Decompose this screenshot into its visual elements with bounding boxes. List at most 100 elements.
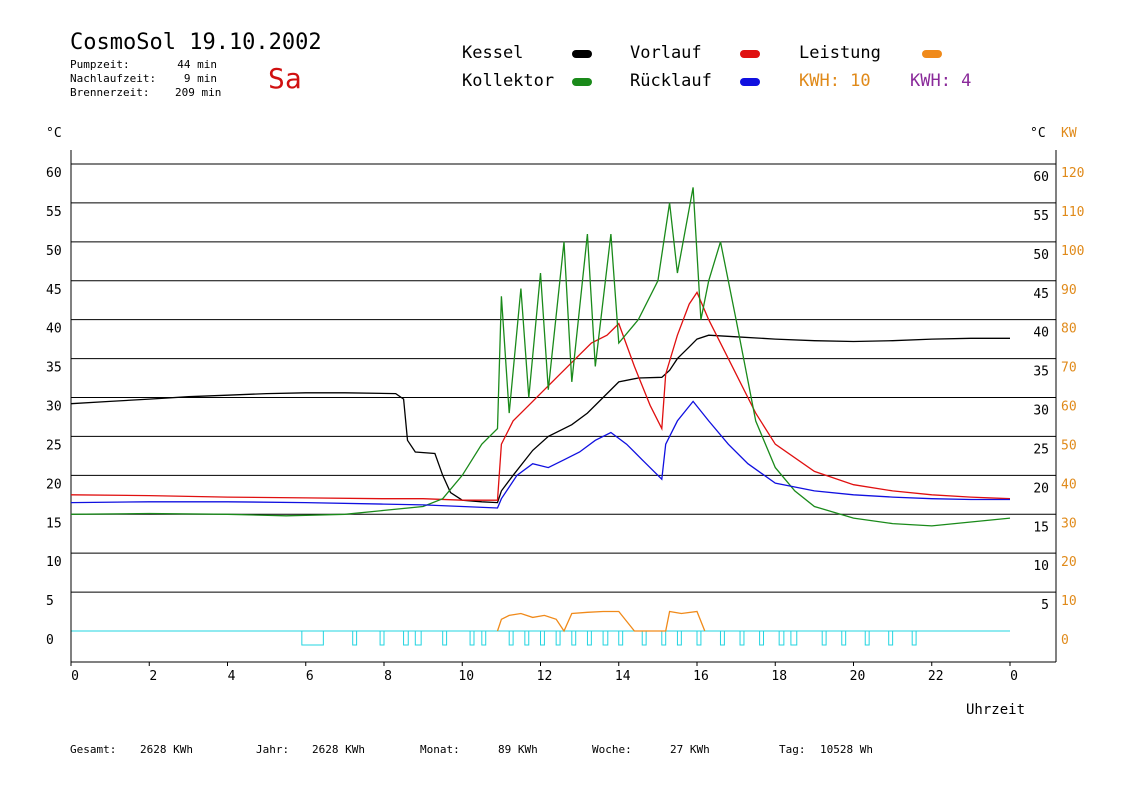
- left-tick-label: 20: [46, 477, 62, 492]
- right-temp-tick-label: 50: [1033, 248, 1049, 263]
- series-line-vorlauf: [70, 291, 1011, 501]
- pump-marker: [911, 630, 917, 646]
- left-tick-label: 10: [46, 555, 62, 570]
- page-title: CosmoSol 19.10.2002: [70, 30, 322, 55]
- x-tick-label: 10: [458, 669, 474, 684]
- legend-kwh-purple: KWH: 4: [910, 71, 972, 91]
- chart-series: [70, 187, 1011, 633]
- pump-marker: [481, 630, 487, 646]
- right-temp-tick-label: 10: [1033, 559, 1049, 574]
- right-power-tick-label: 10: [1061, 594, 1077, 609]
- right-temp-tick-label: 60: [1033, 170, 1049, 185]
- left-tick-label: 25: [46, 438, 62, 453]
- pumpzeit-label: Pumpzeit:: [70, 58, 130, 71]
- pump-marker: [759, 630, 765, 646]
- footer-tag-value: 10528 Wh: [820, 743, 873, 756]
- right-temp-tick-label: 20: [1033, 481, 1049, 496]
- pump-marker: [696, 630, 702, 646]
- nachlaufzeit-value: 9 min: [183, 72, 217, 85]
- right-temp-tick-label: 40: [1033, 326, 1049, 341]
- brennerzeit-label: Brennerzeit:: [70, 86, 150, 99]
- pump-marker: [508, 630, 514, 646]
- x-tick-label: 2: [149, 669, 157, 684]
- legend-leistung-swatch: [922, 50, 942, 58]
- pump-marker: [888, 630, 894, 646]
- x-axis-label: Uhrzeit: [966, 702, 1025, 718]
- x-tick-label: 20: [850, 669, 866, 684]
- pump-marker: [641, 630, 647, 646]
- footer-monat-label: Monat:: [420, 743, 460, 756]
- pump-marker: [719, 630, 725, 646]
- series-line-leistung: [496, 610, 706, 633]
- footer-gesamt-value: 2628 KWh: [140, 743, 193, 756]
- left-tick-label: 30: [46, 400, 62, 415]
- series-line-rücklauf: [70, 400, 1010, 509]
- chart-ticks: 0510152025303540455055605101520253035404…: [46, 166, 1084, 684]
- chart-axes: [70, 150, 1057, 666]
- pump-marker: [821, 630, 827, 646]
- nachlaufzeit-label: Nachlaufzeit:: [70, 72, 157, 85]
- footer-tag-label: Tag:: [779, 743, 806, 756]
- x-tick-label: 18: [771, 669, 787, 684]
- right-temp-unit-label: °C: [1030, 126, 1046, 141]
- pump-marker: [379, 630, 385, 646]
- footer-woche-value: 27 KWh: [670, 743, 710, 756]
- pump-marker: [524, 630, 530, 646]
- pump-marker: [442, 630, 448, 646]
- x-tick-label: 12: [537, 669, 553, 684]
- x-tick-label: 6: [306, 669, 314, 684]
- pump-marker: [739, 630, 745, 646]
- right-power-tick-label: 100: [1061, 244, 1084, 259]
- footer-gesamt-label: Gesamt:: [70, 743, 117, 756]
- right-power-tick-label: 90: [1061, 283, 1077, 298]
- pump-markers: [301, 630, 917, 646]
- right-temp-tick-label: 35: [1033, 365, 1049, 380]
- legend-kessel-swatch: [572, 50, 592, 58]
- pump-marker: [602, 630, 609, 646]
- pump-marker: [661, 630, 667, 646]
- pump-marker: [790, 630, 798, 646]
- legend-kwh-orange: KWH: 10: [799, 71, 871, 91]
- right-power-tick-label: 120: [1061, 166, 1084, 181]
- left-tick-label: 50: [46, 244, 62, 259]
- pump-marker: [352, 630, 358, 646]
- right-temp-tick-label: 25: [1033, 442, 1049, 457]
- left-tick-label: 5: [46, 594, 54, 609]
- legend-vorlauf-label: Vorlauf: [630, 43, 702, 63]
- x-tick-label: 22: [928, 669, 944, 684]
- legend-kollektor-label: Kollektor: [462, 71, 555, 91]
- pump-marker: [841, 630, 847, 646]
- right-power-unit-label: KW: [1061, 126, 1077, 141]
- right-power-tick-label: 80: [1061, 322, 1077, 337]
- pump-marker: [571, 630, 577, 646]
- x-tick-label: 0: [71, 669, 79, 684]
- right-power-tick-label: 70: [1061, 361, 1077, 376]
- x-tick-label: 14: [615, 669, 631, 684]
- right-power-tick-label: 60: [1061, 400, 1077, 415]
- left-tick-label: 35: [46, 361, 62, 376]
- legend-kollektor-swatch: [572, 78, 592, 86]
- footer-jahr-label: Jahr:: [256, 743, 290, 756]
- right-power-tick-label: 50: [1061, 438, 1077, 453]
- pump-marker: [414, 630, 422, 646]
- right-temp-tick-label: 15: [1033, 520, 1049, 535]
- left-tick-label: 0: [46, 633, 54, 648]
- pump-marker: [586, 630, 592, 646]
- pump-marker: [676, 630, 682, 646]
- left-tick-label: 60: [46, 166, 62, 181]
- right-temp-tick-label: 30: [1033, 404, 1049, 419]
- right-power-tick-label: 0: [1061, 633, 1069, 648]
- legend-ruecklauf-swatch: [740, 78, 760, 86]
- weekday-label: Sa: [268, 62, 302, 95]
- pump-marker: [403, 630, 409, 646]
- pumpzeit-value: 44 min: [177, 58, 217, 71]
- brennerzeit-value: 209 min: [175, 86, 222, 99]
- pump-marker: [555, 630, 561, 646]
- right-temp-tick-label: 55: [1033, 209, 1049, 224]
- right-temp-tick-label: 5: [1041, 598, 1049, 613]
- right-power-tick-label: 20: [1061, 555, 1077, 570]
- pump-marker: [469, 630, 475, 646]
- legend-ruecklauf-label: Rücklauf: [630, 71, 712, 91]
- legend-kessel-label: Kessel: [462, 43, 524, 63]
